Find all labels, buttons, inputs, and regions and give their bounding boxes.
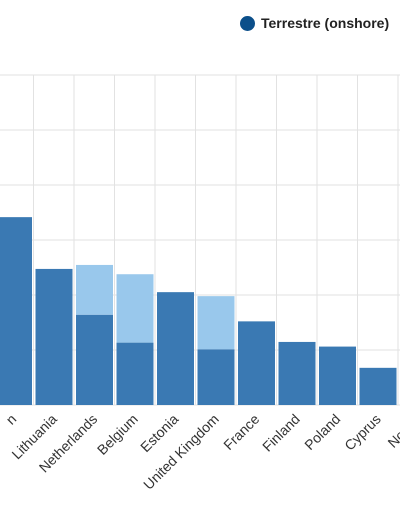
legend-label: Terrestre (onshore)	[261, 15, 390, 31]
x-tick-label: Belgium	[94, 411, 141, 458]
bar-united-kingdom-segment-2[interactable]	[197, 296, 235, 350]
bar-belgium-onshore[interactable]	[116, 342, 154, 405]
bar-netherlands-onshore[interactable]	[76, 314, 113, 405]
x-tick-label: Poland	[301, 411, 343, 453]
x-tick-label: France	[220, 411, 262, 453]
x-tick-label: United Kingdom	[140, 411, 222, 493]
x-tick-label: n	[3, 411, 20, 428]
x-tick-label: Finland	[259, 411, 303, 455]
bar-finland-onshore[interactable]	[278, 341, 316, 405]
bars	[0, 217, 397, 405]
bar-poland-onshore[interactable]	[319, 346, 356, 405]
bar-estonia-onshore[interactable]	[157, 292, 194, 405]
legend-marker	[240, 15, 255, 31]
x-tick-label: Cyprus	[341, 411, 384, 454]
legend: Terrestre (onshore)	[240, 15, 389, 31]
x-tick-label: Norwa	[384, 411, 400, 451]
bar-belgium-segment-2[interactable]	[116, 274, 154, 343]
bar-united-kingdom-onshore[interactable]	[197, 349, 235, 405]
bar-cyprus-onshore[interactable]	[359, 367, 397, 405]
bar-france-onshore[interactable]	[238, 321, 275, 405]
bar-n-onshore[interactable]	[0, 217, 32, 405]
bar-lithuania-onshore[interactable]	[35, 268, 73, 405]
bar-netherlands-segment-2[interactable]	[76, 264, 113, 315]
x-tick-labels: nLithuaniaNetherlandsBelgiumEstoniaUnite…	[3, 411, 400, 493]
